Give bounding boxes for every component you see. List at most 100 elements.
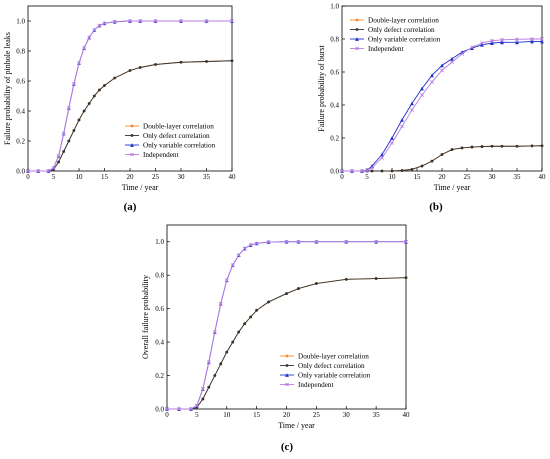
data-point	[177, 407, 181, 411]
y-tick-label: 0.6	[155, 305, 164, 313]
series-line	[342, 38, 542, 172]
y-tick-label: 0.4	[16, 107, 25, 115]
data-point	[410, 108, 414, 112]
data-point	[344, 277, 348, 281]
data-point	[266, 240, 271, 244]
data-point	[480, 145, 484, 148]
y-tick-label: 0.0	[16, 167, 25, 175]
data-point	[370, 165, 374, 170]
data-point	[430, 159, 434, 163]
data-point	[97, 23, 102, 28]
data-point	[340, 169, 344, 173]
legend-marker	[130, 152, 134, 157]
data-point	[82, 109, 86, 113]
data-point	[236, 253, 241, 258]
data-point	[500, 40, 504, 45]
data-point	[248, 243, 253, 247]
data-point	[154, 63, 157, 66]
y-tick-label: 0.2	[155, 372, 164, 380]
data-point	[207, 385, 211, 389]
data-point	[490, 144, 494, 148]
data-point	[296, 239, 301, 244]
data-point	[460, 51, 464, 56]
y-tick-label: 1.0	[16, 17, 25, 25]
y-tick-label: 0.4	[155, 338, 164, 346]
data-point	[450, 56, 454, 61]
data-point	[201, 397, 205, 401]
data-point	[410, 101, 414, 106]
data-point	[297, 287, 300, 290]
data-point	[490, 41, 494, 46]
legend-marker	[285, 382, 289, 387]
x-tick-label: 25	[464, 173, 472, 181]
chart-panel: 0 5 10 15 20 25 30 35 40 0.0 0.2 0.4 0.6 0.8 1.0 Time /…	[141, 224, 411, 453]
x-tick-label: 20	[439, 173, 447, 181]
legend-label: Double-layer correlation	[368, 17, 439, 25]
legend-label: Only defect correlation	[368, 26, 435, 34]
x-tick-label: 10	[223, 411, 231, 419]
data-point	[56, 154, 61, 158]
x-axis-label: Time / year	[434, 183, 471, 192]
data-point	[204, 19, 209, 23]
data-point	[219, 362, 223, 366]
data-point	[82, 46, 87, 50]
legend-label: Only variable correlation	[368, 36, 441, 44]
data-point	[230, 59, 234, 63]
panel-label: (c)	[281, 441, 294, 453]
x-tick-label: 35	[203, 173, 211, 181]
data-point	[480, 42, 484, 47]
x-tick-label: 25	[313, 411, 321, 419]
data-point	[400, 169, 404, 172]
data-point	[430, 73, 434, 78]
legend-marker	[355, 28, 359, 31]
data-point	[194, 403, 199, 408]
data-point	[218, 301, 223, 306]
legend-label: Only variable correlation	[143, 142, 216, 150]
data-point	[344, 239, 349, 244]
x-tick-label: 25	[152, 173, 160, 181]
y-axis-label: Overall failure probability	[141, 275, 150, 359]
data-point	[440, 63, 444, 68]
y-tick-label: 0.6	[16, 77, 25, 85]
data-point	[67, 139, 71, 143]
data-point	[390, 141, 394, 145]
legend-marker	[355, 37, 359, 41]
x-tick-label: 10	[389, 173, 397, 181]
x-axis-label: Time / year	[278, 421, 315, 430]
data-point	[530, 37, 534, 41]
data-point	[360, 169, 364, 173]
legend-marker	[130, 134, 134, 137]
legend-label: Only defect correlation	[298, 362, 365, 370]
data-point	[103, 84, 106, 87]
y-tick-label: 0.8	[155, 272, 164, 280]
legend-label: Independent	[143, 151, 179, 159]
legend-label: Only defect correlation	[143, 132, 210, 140]
x-tick-label: 40	[403, 411, 411, 419]
panel-label: (b)	[429, 201, 443, 213]
data-point	[51, 166, 56, 170]
x-tick-label: 15	[253, 411, 261, 419]
data-point	[370, 169, 374, 173]
legend-marker	[130, 124, 134, 128]
data-point	[460, 146, 464, 150]
data-point	[165, 407, 169, 411]
plot-frame	[166, 224, 407, 410]
data-point	[230, 263, 235, 268]
x-tick-label: 5	[365, 173, 369, 181]
x-tick-label: 30	[489, 173, 497, 181]
data-point	[540, 144, 544, 148]
legend-label: Only variable correlation	[298, 372, 371, 380]
data-point	[77, 61, 81, 65]
data-point	[46, 169, 51, 173]
x-tick-label: 5	[52, 173, 56, 181]
x-tick-label: 20	[127, 173, 135, 181]
y-tick-label: 1.0	[155, 238, 164, 246]
x-axis-label: Time / year	[122, 183, 159, 192]
data-point	[480, 41, 484, 46]
data-point	[450, 60, 454, 65]
data-point	[62, 150, 66, 153]
legend-label: Double-layer correlation	[298, 353, 369, 361]
data-point	[440, 68, 444, 73]
data-point	[540, 39, 544, 44]
